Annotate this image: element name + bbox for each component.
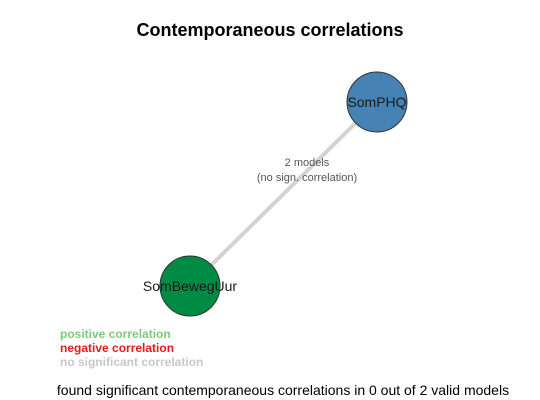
- legend-positive: positive correlation: [60, 327, 171, 341]
- edge-somphq-sombeweguur: [188, 100, 379, 288]
- edge-label-significance: (no sign. correlation): [257, 172, 357, 184]
- plot-title: Contemporaneous correlations: [136, 20, 404, 40]
- summary-footer: found significant contemporaneous correl…: [56, 382, 510, 398]
- node-sombeweguur[interactable]: [159, 255, 221, 317]
- legend-negative: negative correlation: [60, 341, 175, 355]
- node-label-sombeweguur: SomBewegUur: [143, 278, 237, 294]
- node-somphq[interactable]: [346, 71, 408, 133]
- edge-label-models: 2 models: [285, 157, 330, 169]
- node-label-somphq: SomPHQ: [347, 94, 406, 110]
- legend-no-significant: no significant correlation: [60, 355, 204, 369]
- legend: positive correlation negative correlatio…: [60, 327, 203, 369]
